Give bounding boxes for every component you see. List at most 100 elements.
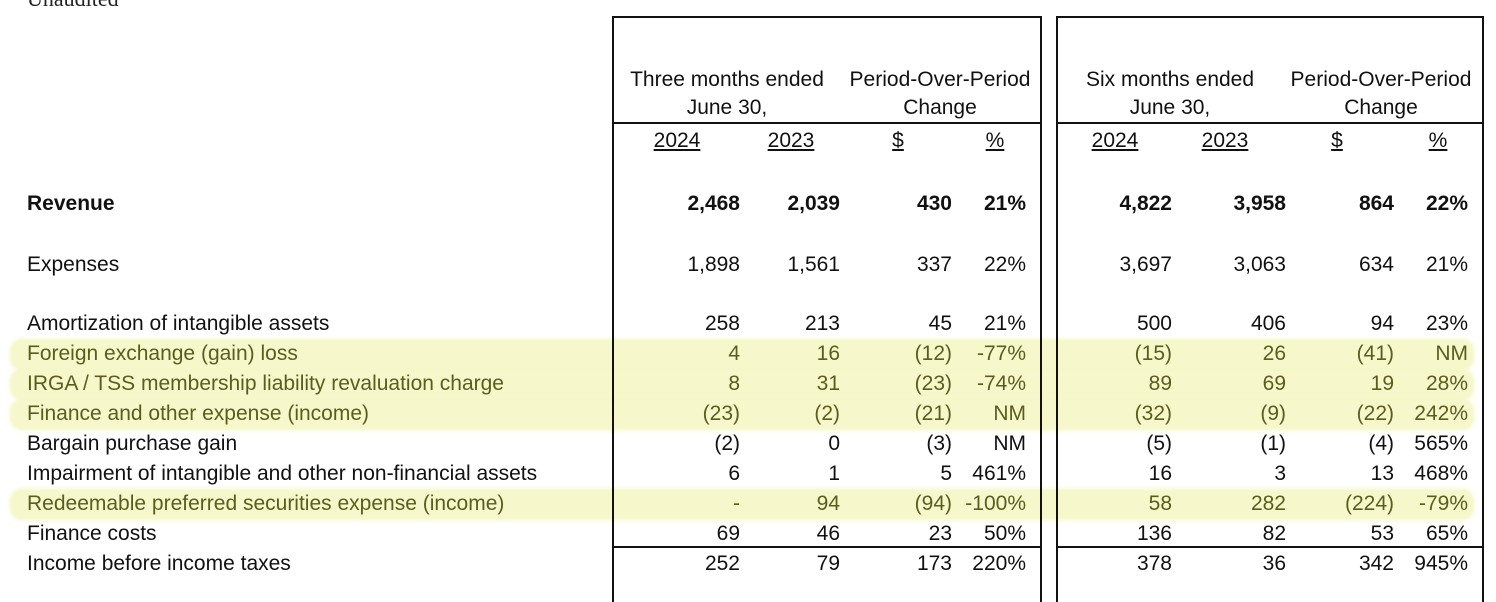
- box-top-line-left: [612, 16, 1042, 18]
- table-cell: 13: [1370, 462, 1394, 485]
- row-label-amortization: Amortization of intangible assets: [27, 312, 330, 335]
- table-cell: 3,697: [1119, 253, 1172, 276]
- total-rule-left: [612, 546, 1042, 548]
- box-right-line-1: [1040, 16, 1042, 602]
- row-label-income-before-tax: Income before income taxes: [27, 552, 291, 575]
- row-label-finance-other: Finance and other expense (income): [27, 402, 370, 425]
- table-cell: 58: [1148, 492, 1172, 515]
- table-cell: 3: [1274, 462, 1286, 485]
- table-cell: 252: [704, 552, 740, 575]
- table-cell: 36: [1262, 552, 1286, 575]
- table-cell: 28%: [1425, 372, 1468, 395]
- table-cell: 53: [1370, 522, 1394, 545]
- table-cell: (41): [1356, 342, 1394, 365]
- col-header-dollar-h: $: [1331, 129, 1343, 152]
- table-cell: 0: [828, 432, 840, 455]
- highlight-band: [12, 341, 1472, 368]
- table-cell: 8: [728, 372, 740, 395]
- table-cell: 4,822: [1119, 192, 1172, 215]
- table-cell: 16: [816, 342, 840, 365]
- table-cell: 1,561: [787, 253, 840, 276]
- row-label-revenue: Revenue: [27, 192, 115, 215]
- col-header-2024-h: 2024: [1091, 129, 1139, 152]
- row-label-impairment: Impairment of intangible and other non-f…: [27, 462, 538, 485]
- table-cell: (12): [914, 342, 952, 365]
- table-cell: -79%: [1418, 492, 1468, 515]
- row-label-fx: Foreign exchange (gain) loss: [27, 342, 298, 365]
- table-cell: NM: [1435, 342, 1468, 365]
- table-cell: 22%: [983, 253, 1026, 276]
- header-underline-right: [1056, 122, 1484, 124]
- top-cut-text: Unaudited: [27, 0, 119, 12]
- table-cell: -74%: [976, 372, 1026, 395]
- header-pop-change-1: Period-Over-Period Change: [849, 68, 1031, 119]
- table-cell: 23%: [1425, 312, 1468, 335]
- table-cell: (2): [814, 402, 840, 425]
- table-cell: 2,039: [787, 192, 840, 215]
- header-six-months: Six months ended June 30,: [1085, 68, 1255, 119]
- table-cell: 21%: [983, 192, 1026, 215]
- table-cell: 2,468: [687, 192, 740, 215]
- table-cell: 22%: [1425, 192, 1468, 215]
- col-header-pct-q: %: [985, 129, 1005, 152]
- table-cell: (1): [1260, 432, 1286, 455]
- row-label-irga: IRGA / TSS membership liability revaluat…: [27, 372, 504, 395]
- table-cell: 136: [1136, 522, 1172, 545]
- table-cell: 5: [940, 462, 952, 485]
- table-cell: 65%: [1425, 522, 1468, 545]
- table-cell: (2): [714, 432, 740, 455]
- box-right-line-2: [1482, 16, 1484, 602]
- row-label-expenses: Expenses: [27, 253, 120, 276]
- table-cell: 213: [804, 312, 840, 335]
- table-cell: (94): [914, 492, 952, 515]
- row-label-bargain: Bargain purchase gain: [27, 432, 238, 455]
- table-cell: 50%: [983, 522, 1026, 545]
- table-cell: NM: [993, 432, 1026, 455]
- table-cell: 634: [1358, 253, 1394, 276]
- row-label-finance-costs: Finance costs: [27, 522, 157, 545]
- table-cell: 4: [728, 342, 740, 365]
- table-cell: (23): [702, 402, 740, 425]
- col-header-2023-q: 2023: [767, 129, 815, 152]
- table-cell: 565%: [1414, 432, 1468, 455]
- box-left-line-1: [612, 16, 614, 602]
- box-top-line-right: [1056, 16, 1484, 18]
- table-cell: 242%: [1414, 402, 1468, 425]
- table-cell: 3,958: [1233, 192, 1286, 215]
- table-cell: (3): [926, 432, 952, 455]
- row-label-redeemable: Redeemable preferred securities expense …: [27, 492, 505, 515]
- table-cell: (22): [1356, 402, 1394, 425]
- table-cell: 26: [1262, 342, 1286, 365]
- table-cell: (21): [914, 402, 952, 425]
- table-cell: 82: [1262, 522, 1286, 545]
- table-cell: -: [733, 492, 740, 515]
- header-underline-left: [612, 122, 1042, 124]
- table-cell: (15): [1134, 342, 1172, 365]
- highlight-band: [12, 401, 1472, 428]
- total-rule-right: [1056, 546, 1484, 548]
- table-cell: (9): [1260, 402, 1286, 425]
- table-cell: 1,898: [687, 253, 740, 276]
- table-cell: 69: [1262, 372, 1286, 395]
- highlight-band: [12, 491, 1472, 518]
- table-cell: 45: [928, 312, 952, 335]
- table-cell: 1: [828, 462, 840, 485]
- table-cell: 31: [816, 372, 840, 395]
- table-cell: NM: [993, 402, 1026, 425]
- table-cell: 21%: [1425, 253, 1468, 276]
- table-cell: 430: [916, 192, 952, 215]
- table-cell: 461%: [972, 462, 1026, 485]
- col-header-2023-h: 2023: [1201, 129, 1249, 152]
- table-cell: 468%: [1414, 462, 1468, 485]
- table-cell: 258: [704, 312, 740, 335]
- table-cell: 173: [916, 552, 952, 575]
- table-cell: 23: [928, 522, 952, 545]
- highlight-band: [12, 371, 1472, 398]
- table-cell: 94: [1370, 312, 1394, 335]
- table-cell: 945%: [1414, 552, 1468, 575]
- table-cell: 6: [728, 462, 740, 485]
- table-cell: 282: [1250, 492, 1286, 515]
- table-cell: -77%: [976, 342, 1026, 365]
- col-header-pct-h: %: [1428, 129, 1448, 152]
- table-cell: 89: [1148, 372, 1172, 395]
